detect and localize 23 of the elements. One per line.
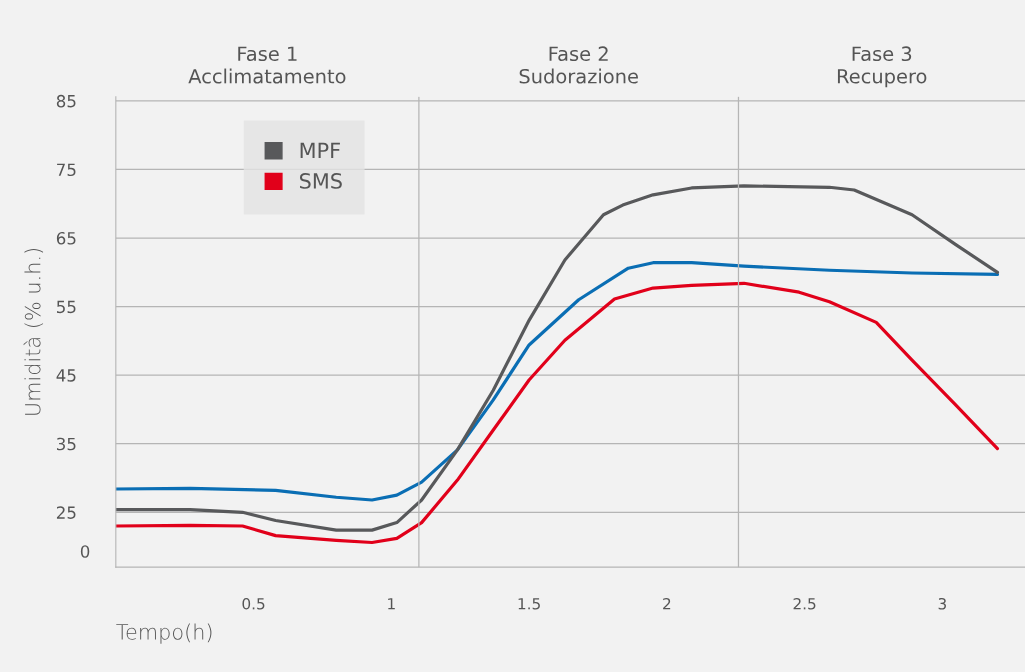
y-tick-label: 55 [57, 300, 76, 314]
text: Fase 2 Sudorazione [519, 46, 638, 84]
x-tick-label: 2 [663, 597, 671, 610]
y-tick-label: 65 [56, 231, 76, 245]
y-tick-label: 85 [56, 94, 76, 108]
y-tick-label: 25 [56, 506, 76, 519]
y-tick-label: 35 [57, 437, 76, 451]
text: 0 [80, 545, 90, 558]
x-axis-title: Tempo(h) [116, 623, 212, 644]
y-axis-title: Umidità (% u.h.) [23, 248, 44, 415]
x-tick-label: 0.5 [242, 597, 265, 610]
x-tick-label: 1.5 [518, 598, 540, 610]
line-series [115, 261, 1000, 502]
legend-label: SMS [299, 173, 342, 189]
y-tick-label: 45 [56, 369, 76, 382]
text: Fase 1 Acclimatamento [188, 46, 346, 84]
x-tick-label: 3 [938, 597, 946, 610]
line-series [115, 281, 1000, 545]
text: Fase 3 Recupero [837, 46, 927, 88]
x-tick-label: 2.5 [793, 597, 816, 610]
legend-label: MPF [300, 142, 340, 158]
y-tick-label: 75 [57, 163, 76, 177]
x-tick-label: 1 [388, 598, 395, 610]
